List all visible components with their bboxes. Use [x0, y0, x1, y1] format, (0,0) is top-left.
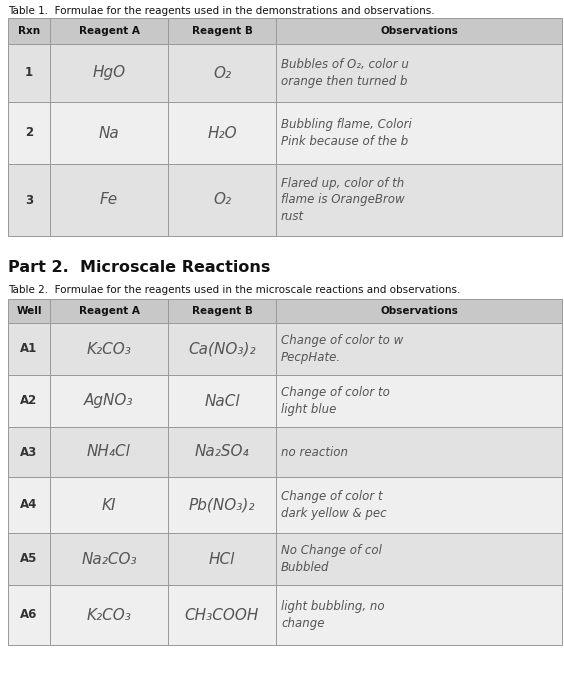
- Text: Table 2.  Formulae for the reagents used in the microscale reactions and observa: Table 2. Formulae for the reagents used …: [8, 285, 460, 295]
- Bar: [168, 375, 276, 427]
- Bar: [8, 533, 50, 585]
- Text: light bubbling, no
change: light bubbling, no change: [281, 601, 385, 630]
- Bar: [50, 164, 168, 236]
- Bar: [8, 44, 50, 102]
- Text: Observations: Observations: [380, 26, 458, 36]
- Text: AgNO₃: AgNO₃: [84, 393, 134, 409]
- Bar: [276, 375, 562, 427]
- Bar: [276, 18, 562, 44]
- Bar: [168, 299, 276, 323]
- Bar: [276, 477, 562, 533]
- Bar: [168, 44, 276, 102]
- Text: Observations: Observations: [380, 306, 458, 316]
- Text: Fe: Fe: [100, 193, 118, 207]
- Bar: [8, 102, 50, 164]
- Text: A1: A1: [20, 342, 38, 356]
- Bar: [276, 585, 562, 645]
- Bar: [276, 44, 562, 102]
- Text: A6: A6: [20, 608, 38, 622]
- Text: A4: A4: [20, 498, 38, 512]
- Text: A5: A5: [20, 552, 38, 566]
- Text: H₂O: H₂O: [207, 125, 237, 141]
- Text: Change of color to
light blue: Change of color to light blue: [281, 386, 390, 416]
- Text: Na: Na: [99, 125, 120, 141]
- Bar: [8, 585, 50, 645]
- Text: Ca(NO₃)₂: Ca(NO₃)₂: [188, 342, 256, 356]
- Text: A3: A3: [20, 445, 38, 458]
- Text: A2: A2: [20, 395, 38, 407]
- Text: HCl: HCl: [209, 552, 235, 566]
- Text: K₂CO₃: K₂CO₃: [86, 608, 131, 622]
- Text: O₂: O₂: [213, 193, 231, 207]
- Text: Part 2.  Microscale Reactions: Part 2. Microscale Reactions: [8, 260, 270, 275]
- Bar: [168, 18, 276, 44]
- Text: KI: KI: [102, 498, 116, 512]
- Text: Table 1.  Formulae for the reagents used in the demonstrations and observations.: Table 1. Formulae for the reagents used …: [8, 6, 435, 16]
- Text: 1: 1: [25, 66, 33, 80]
- Bar: [50, 44, 168, 102]
- Text: Bubbles of O₂, color u
orange then turned b: Bubbles of O₂, color u orange then turne…: [281, 58, 409, 88]
- Bar: [50, 477, 168, 533]
- Text: Flared up, color of th
flame is OrangeBrow
rust: Flared up, color of th flame is OrangeBr…: [281, 177, 404, 223]
- Text: 3: 3: [25, 193, 33, 206]
- Text: Na₂CO₃: Na₂CO₃: [81, 552, 137, 566]
- Bar: [168, 323, 276, 375]
- Bar: [50, 299, 168, 323]
- Bar: [276, 533, 562, 585]
- Text: 2: 2: [25, 127, 33, 139]
- Bar: [168, 164, 276, 236]
- Text: no reaction: no reaction: [281, 445, 348, 458]
- Text: CH₃COOH: CH₃COOH: [185, 608, 259, 622]
- Text: No Change of col
Bubbled: No Change of col Bubbled: [281, 545, 382, 574]
- Text: Rxn: Rxn: [18, 26, 40, 36]
- Bar: [8, 164, 50, 236]
- Bar: [8, 299, 50, 323]
- Text: Reagent B: Reagent B: [192, 26, 253, 36]
- Bar: [168, 585, 276, 645]
- Bar: [50, 102, 168, 164]
- Bar: [168, 102, 276, 164]
- Text: Change of color t
dark yellow & pec: Change of color t dark yellow & pec: [281, 490, 387, 519]
- Text: HgO: HgO: [92, 66, 126, 80]
- Bar: [8, 427, 50, 477]
- Bar: [276, 164, 562, 236]
- Text: K₂CO₃: K₂CO₃: [86, 342, 131, 356]
- Text: Reagent A: Reagent A: [78, 306, 139, 316]
- Text: Bubbling flame, Colori
Pink because of the b: Bubbling flame, Colori Pink because of t…: [281, 118, 412, 148]
- Bar: [50, 533, 168, 585]
- Text: Change of color to w
PecpHate.: Change of color to w PecpHate.: [281, 335, 403, 364]
- Bar: [276, 323, 562, 375]
- Text: O₂: O₂: [213, 66, 231, 80]
- Bar: [168, 427, 276, 477]
- Bar: [276, 102, 562, 164]
- Bar: [8, 323, 50, 375]
- Text: Na₂SO₄: Na₂SO₄: [195, 444, 249, 459]
- Bar: [168, 533, 276, 585]
- Bar: [8, 18, 50, 44]
- Bar: [8, 375, 50, 427]
- Text: Reagent B: Reagent B: [192, 306, 253, 316]
- Bar: [276, 427, 562, 477]
- Bar: [50, 427, 168, 477]
- Bar: [8, 477, 50, 533]
- Text: NaCl: NaCl: [204, 393, 240, 409]
- Text: Well: Well: [16, 306, 42, 316]
- Text: Pb(NO₃)₂: Pb(NO₃)₂: [189, 498, 255, 512]
- Bar: [50, 18, 168, 44]
- Bar: [168, 477, 276, 533]
- Bar: [50, 375, 168, 427]
- Text: NH₄Cl: NH₄Cl: [87, 444, 131, 459]
- Bar: [50, 323, 168, 375]
- Bar: [50, 585, 168, 645]
- Bar: [276, 299, 562, 323]
- Text: Reagent A: Reagent A: [78, 26, 139, 36]
